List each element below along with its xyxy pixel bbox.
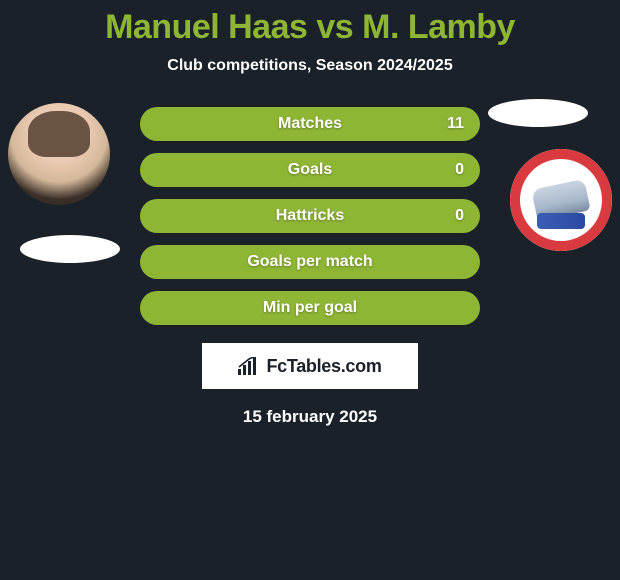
stat-row-matches: Matches 11 — [140, 107, 480, 141]
branding-text: FcTables.com — [266, 356, 381, 377]
stat-label: Hattricks — [276, 207, 344, 225]
stat-label: Min per goal — [263, 299, 357, 317]
player-left-club-oval — [20, 235, 120, 263]
comparison-card: Manuel Haas vs M. Lamby Club competition… — [0, 0, 620, 427]
snapshot-date: 15 february 2025 — [0, 407, 620, 427]
stat-row-goals-per-match: Goals per match — [140, 245, 480, 279]
player-right-club-badge — [510, 149, 612, 251]
stat-value: 11 — [447, 115, 464, 133]
stat-row-hattricks: Hattricks 0 — [140, 199, 480, 233]
chart-icon — [238, 357, 260, 375]
stat-value: 0 — [455, 161, 464, 179]
stats-area: Matches 11 Goals 0 Hattricks 0 Goals per… — [0, 107, 620, 427]
stat-rows: Matches 11 Goals 0 Hattricks 0 Goals per… — [140, 107, 480, 325]
stat-label: Goals per match — [247, 253, 372, 271]
stat-label: Matches — [278, 115, 342, 133]
stat-label: Goals — [288, 161, 332, 179]
stat-value: 0 — [455, 207, 464, 225]
subtitle: Club competitions, Season 2024/2025 — [0, 57, 620, 75]
player-left-avatar — [8, 103, 110, 205]
page-title: Manuel Haas vs M. Lamby — [0, 8, 620, 47]
branding-panel: FcTables.com — [202, 343, 418, 389]
stat-row-goals: Goals 0 — [140, 153, 480, 187]
player-right-oval — [488, 99, 588, 127]
stat-row-min-per-goal: Min per goal — [140, 291, 480, 325]
